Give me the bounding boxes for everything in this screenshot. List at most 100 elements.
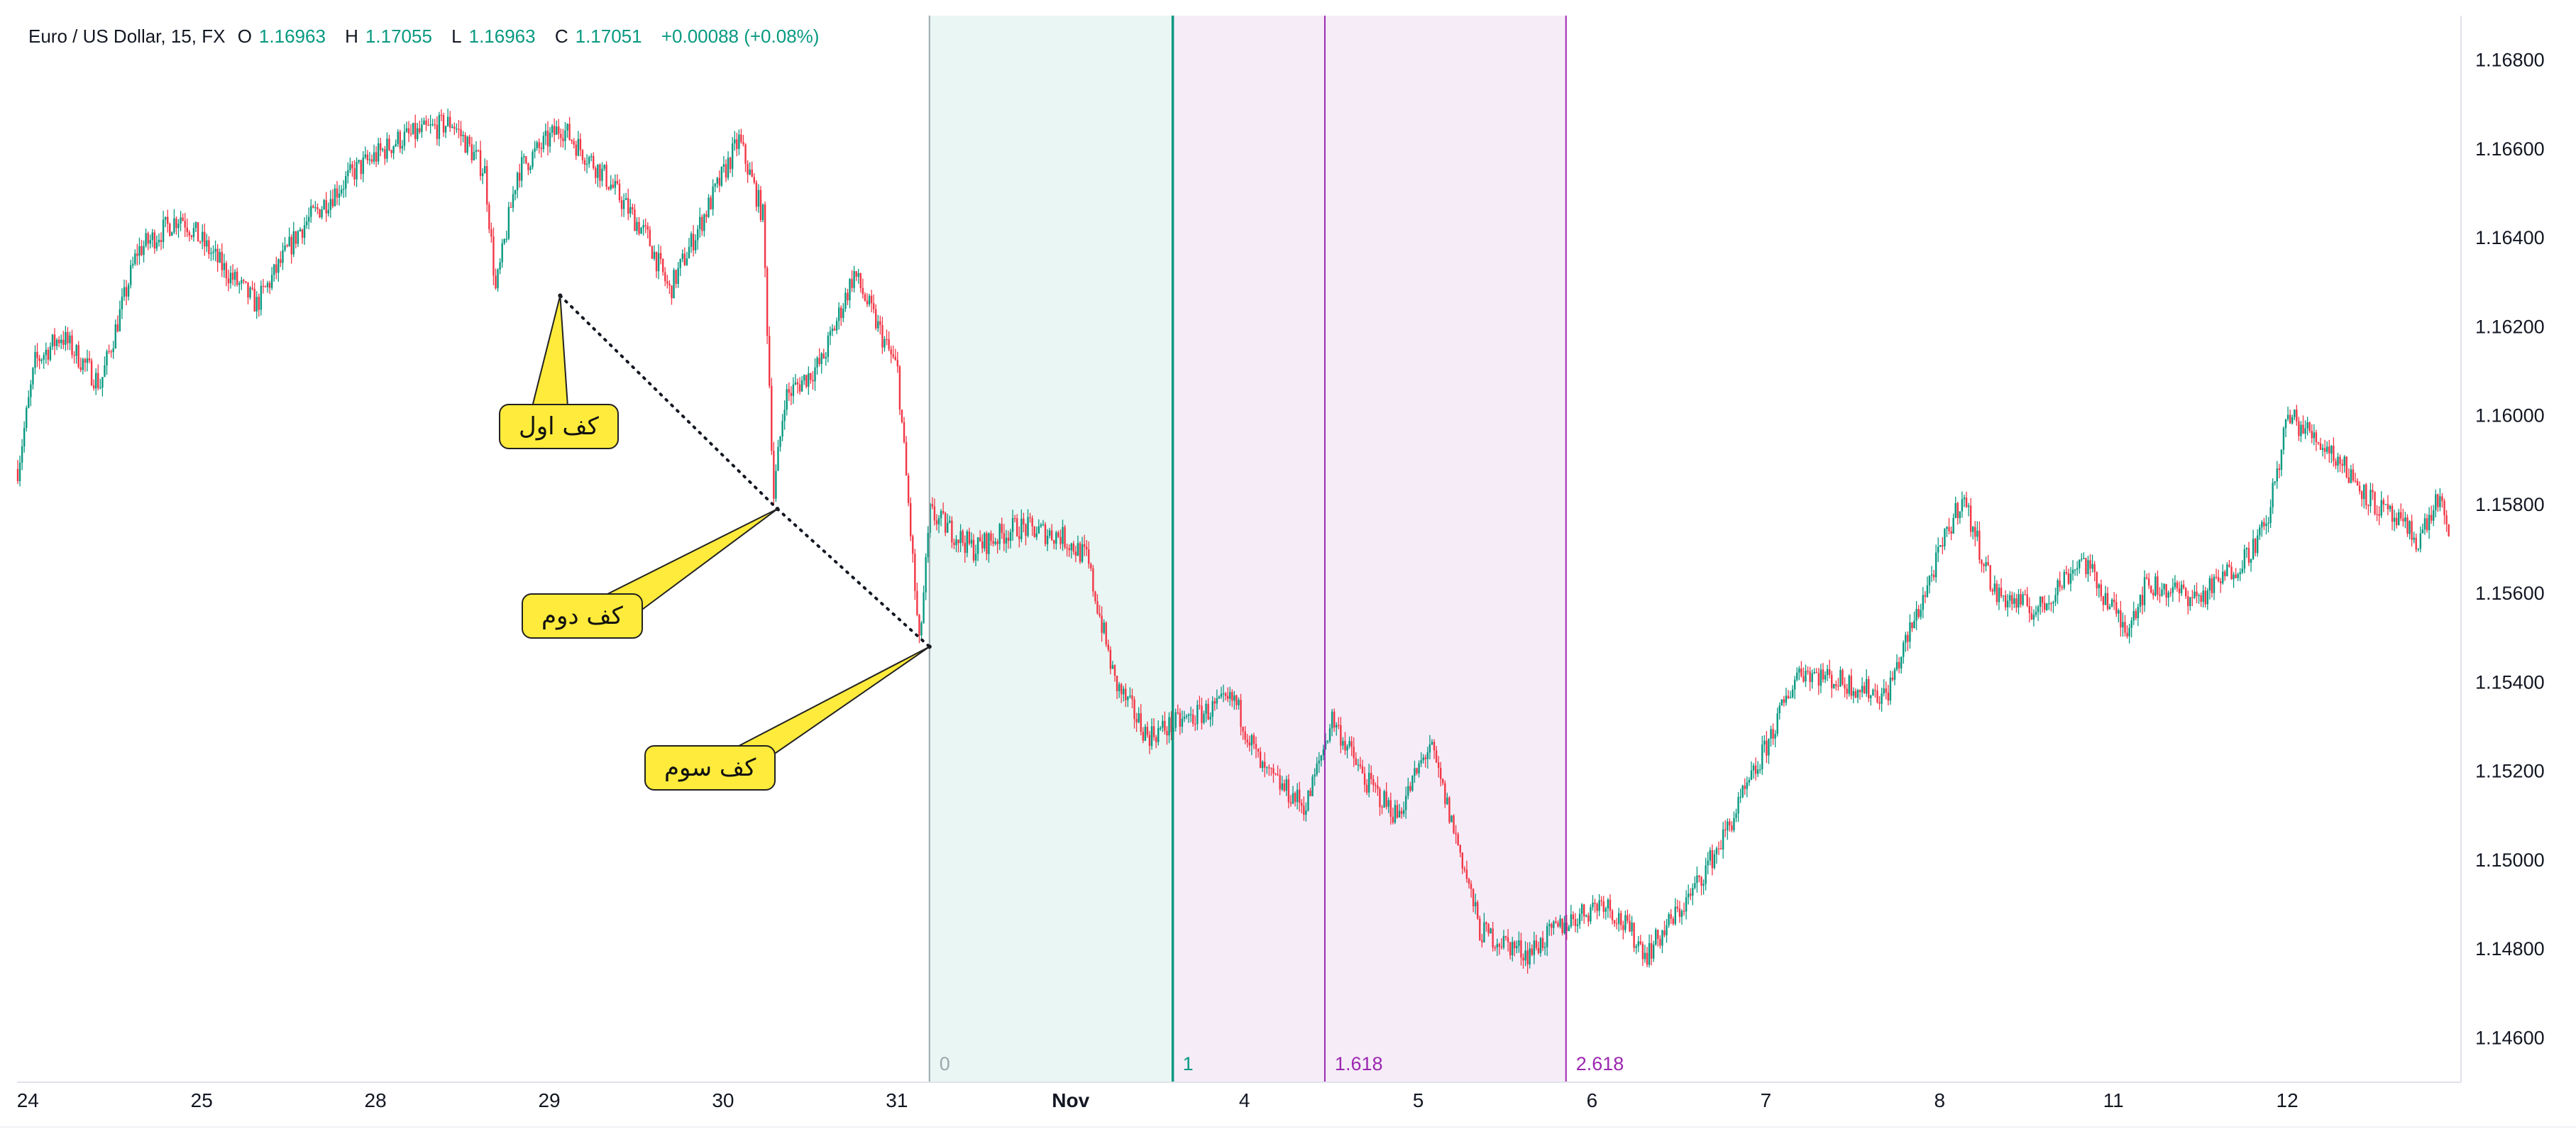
candle-body xyxy=(1859,690,1861,693)
candle-body xyxy=(2382,500,2384,505)
candle-body xyxy=(884,339,886,348)
candle-body xyxy=(679,258,681,268)
candle-body xyxy=(786,389,788,410)
candle-body xyxy=(1690,893,1692,896)
candle-body xyxy=(1844,684,1846,689)
candle-body xyxy=(308,216,310,222)
candle-body xyxy=(734,139,736,144)
candle-body xyxy=(673,270,675,299)
candle-body xyxy=(542,136,545,149)
candle-body xyxy=(141,246,143,255)
candle-body xyxy=(516,172,519,191)
candle-body xyxy=(2048,603,2050,605)
candle-body xyxy=(662,258,664,273)
candle-body xyxy=(627,198,629,214)
candle-body xyxy=(1023,518,1025,524)
callout-second-bottom[interactable]: کف دوم xyxy=(522,593,643,639)
candle-body xyxy=(2267,522,2269,524)
candle-body xyxy=(2393,517,2396,522)
candle-body xyxy=(243,280,245,282)
candle-body xyxy=(755,182,758,207)
candle-body xyxy=(167,216,169,224)
candle-body xyxy=(677,268,679,285)
fib-time-zone-lines[interactable]: 0 1 1.618 2.618 xyxy=(928,16,1624,1082)
candle-body xyxy=(1750,770,1753,781)
candle-body xyxy=(1502,935,1505,948)
candle-body xyxy=(1101,615,1103,633)
candle-body xyxy=(97,373,99,388)
candle-body xyxy=(312,206,314,208)
callout-third-bottom[interactable]: کف سوم xyxy=(644,745,776,791)
candle-body xyxy=(1433,742,1436,751)
candle-body xyxy=(1989,565,1991,590)
candle-body xyxy=(1033,526,1035,537)
candle-body xyxy=(1707,860,1709,866)
candle-body xyxy=(395,143,397,147)
candle-body xyxy=(1070,543,1072,551)
candle-body xyxy=(2208,578,2211,591)
candle-body xyxy=(1511,942,1514,956)
candle-body xyxy=(544,131,547,136)
candle-body xyxy=(1702,884,1705,886)
candle-body xyxy=(1934,552,1937,578)
candle-body xyxy=(1261,761,1264,769)
candle-body xyxy=(223,263,226,270)
time-axis[interactable]: 24 25 28 29 30 31 Nov 4 5 6 7 8 11 12 xyxy=(0,1082,2576,1128)
candle-body xyxy=(1442,779,1444,783)
candle-body xyxy=(219,252,221,263)
candle-body xyxy=(2278,468,2281,470)
candle-body xyxy=(284,245,286,251)
candle-body xyxy=(1396,805,1399,818)
candle-body xyxy=(514,190,517,194)
candle-body xyxy=(1763,740,1766,745)
price-axis[interactable]: 1.16800 1.16600 1.16400 1.16200 1.16000 1.158… xyxy=(2460,16,2545,1082)
candle-body xyxy=(60,339,62,343)
candle-body xyxy=(2243,549,2246,569)
candle-body xyxy=(1185,715,1188,717)
candle-body xyxy=(1772,729,1774,739)
candle-body xyxy=(2196,591,2198,596)
price-tick-label: 1.15200 xyxy=(2475,761,2545,782)
candle-body xyxy=(1085,546,1088,550)
candle-body xyxy=(1162,720,1164,728)
candle-body xyxy=(138,246,141,256)
candle-body xyxy=(1974,527,1976,537)
candle-body xyxy=(2352,469,2355,481)
candle-body xyxy=(1389,800,1392,817)
candle-body xyxy=(2380,500,2382,516)
candle-body xyxy=(994,541,996,544)
candle-body xyxy=(1414,768,1416,776)
candle-body xyxy=(2054,595,2057,603)
candle-body xyxy=(1509,942,1512,956)
candle-body xyxy=(888,339,890,350)
candle-body xyxy=(1932,574,1935,578)
candle-body xyxy=(738,134,740,149)
candle-body xyxy=(820,353,822,364)
candle-body xyxy=(336,188,338,198)
candle-body xyxy=(1739,796,1741,798)
candle-body xyxy=(2182,584,2185,588)
candle-body xyxy=(634,209,636,231)
candle-body xyxy=(1359,764,1362,766)
candle-body xyxy=(2194,591,2196,598)
candle-body xyxy=(2300,424,2302,436)
candle-body xyxy=(1183,717,1186,719)
candle-body xyxy=(1774,734,1776,739)
candle-body xyxy=(2241,568,2244,573)
candle-body xyxy=(632,207,634,210)
candle-body xyxy=(729,158,732,170)
callout-first-bottom[interactable]: کف اول xyxy=(499,404,619,449)
candle-body xyxy=(438,114,441,139)
candle-body xyxy=(2139,595,2142,607)
candle-body xyxy=(1062,527,1064,544)
candle-body xyxy=(2020,594,2022,605)
candle-body xyxy=(651,246,654,259)
candle-body xyxy=(210,253,212,254)
candle-body xyxy=(1972,527,1974,532)
candle-body xyxy=(1074,551,1077,556)
candle-body xyxy=(2037,607,2040,612)
candle-body xyxy=(655,252,658,272)
candle-body xyxy=(1270,767,1272,769)
candle-body xyxy=(664,272,666,282)
